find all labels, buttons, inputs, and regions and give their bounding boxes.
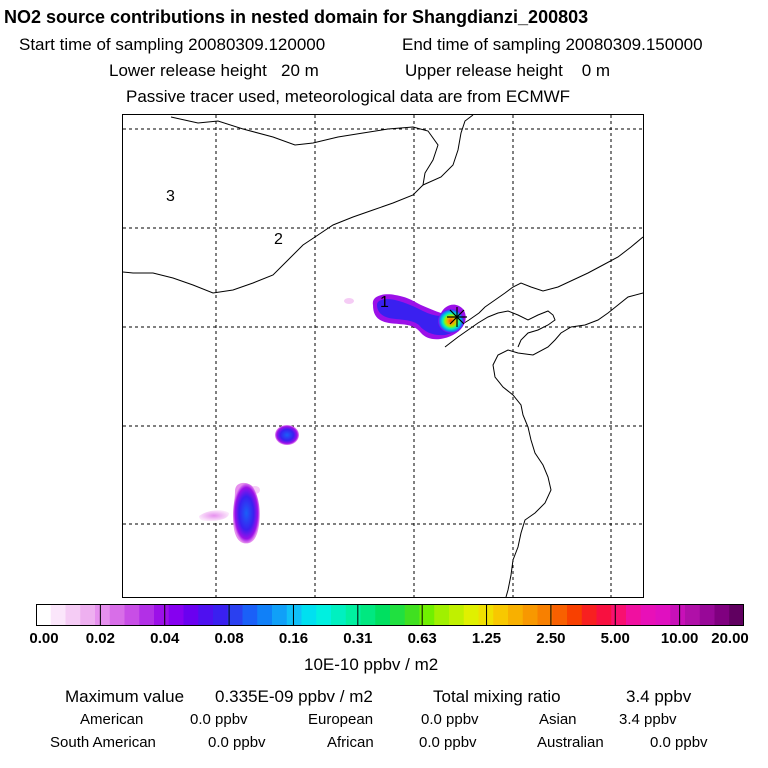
colorbar-swatch [198,604,214,626]
colorbar-tick-label: 0.31 [343,630,373,647]
colorbar-tick-label: 0.63 [407,630,437,647]
colorbar-swatch [714,604,730,626]
colorbar-tick-label: 0.02 [85,630,115,647]
page-title: NO2 source contributions in nested domai… [4,7,589,27]
colorbar-ticks: 0.00 0.02 0.04 0.08 0.16 0.31 0.63 1.25 2.50 5.00… [0,630,768,650]
region-label-3: 3 [166,188,175,205]
receptor-marker-icon [447,307,467,327]
colorbar-tick-label: 0.16 [278,630,309,647]
colorbar-swatch [154,604,170,626]
colorbar-tick-label: 2.50 [536,630,566,647]
colorbar-tick-label: 0.00 [29,630,59,647]
colorbar-swatch [670,604,686,626]
colorbar-swatch [124,604,140,626]
map-panel: 1 2 3 [122,114,644,598]
african-value: 0.0 ppbv [419,734,477,751]
colorbar-swatch [434,604,450,626]
colorbar-swatch [316,604,332,626]
colorbar-swatch [168,604,184,626]
colorbar-swatch [729,604,745,626]
colorbar-swatch [478,604,494,626]
colorbar-swatch [596,604,612,626]
colorbar-swatch [390,604,406,626]
colorbar-swatch [213,604,229,626]
colorbar-swatch [360,604,376,626]
concentration-field [199,294,466,544]
grid-lines [123,115,643,597]
colorbar-swatch [685,604,701,626]
colorbar-tick-label: 10.00 [660,630,699,647]
european-value: 0.0 ppbv [421,711,479,728]
colorbar-tick-label: 0.04 [150,630,180,647]
upper-release-height: Upper release height 0 m [405,61,611,80]
colorbar-swatch [139,604,155,626]
colorbar-swatch [50,604,66,626]
colorbar-swatch [80,604,96,626]
colorbar-swatch [655,604,671,626]
colorbar-swatch [301,604,317,626]
african-label: African [327,734,374,751]
colorbar-swatch [272,604,288,626]
colorbar-swatch [611,604,627,626]
colorbar-swatch [183,604,199,626]
colorbar-swatch [567,604,583,626]
max-label: Maximum value [65,687,185,706]
max-value: 0.335E-09 ppbv / m2 [215,687,373,706]
colorbar-tick-label: 5.00 [600,630,630,647]
colorbar-swatch [36,604,52,626]
lower-release-height: Lower release height 20 m [109,61,319,80]
european-label: European [308,711,374,728]
map-canvas: 1 2 3 [123,115,643,597]
tracer-note: Passive tracer used, meteorological data… [126,87,571,106]
colorbar-swatch [95,604,111,626]
colorbar-swatch [257,604,273,626]
american-label: American [80,711,144,728]
colorbar-swatch [331,604,347,626]
colorbar-swatch [508,604,524,626]
colorbar-swatch [65,604,81,626]
south-american-value: 0.0 ppbv [208,734,266,751]
colorbar [35,604,745,626]
colorbar-swatch [419,604,435,626]
colorbar-swatches [35,604,745,626]
colorbar-swatch [375,604,391,626]
total-label: Total mixing ratio [433,687,561,706]
colorbar-swatch [227,604,243,626]
total-value: 3.4 ppbv [626,687,692,706]
colorbar-swatch [242,604,258,626]
colorbar-unit: 10E-10 ppbv / m2 [304,655,439,674]
colorbar-swatch [522,604,538,626]
colorbar-swatch [552,604,568,626]
asian-value: 3.4 ppbv [619,711,677,728]
colorbar-swatch [404,604,420,626]
colorbar-swatch [626,604,642,626]
asian-label: Asian [539,711,577,728]
colorbar-swatch [493,604,509,626]
colorbar-swatch [699,604,715,626]
american-value: 0.0 ppbv [190,711,248,728]
colorbar-swatch [463,604,479,626]
end-time: End time of sampling 20080309.150000 [402,35,703,54]
colorbar-tick-label: 0.08 [214,630,244,647]
colorbar-tick-label: 1.25 [471,630,502,647]
colorbar-swatch [449,604,465,626]
colorbar-swatch [640,604,656,626]
australian-value: 0.0 ppbv [650,734,708,751]
colorbar-swatch [286,604,302,626]
south-american-label: South American [50,734,156,751]
colorbar-swatch [109,604,125,626]
colorbar-tick-label: 20.00 [711,630,749,647]
colorbar-swatch [537,604,553,626]
region-label-1: 1 [380,294,389,311]
start-time: Start time of sampling 20080309.120000 [19,35,326,54]
colorbar-swatch [581,604,597,626]
region-label-2: 2 [274,231,283,248]
coastlines [123,115,643,597]
colorbar-border [36,604,744,626]
colorbar-swatch [345,604,361,626]
australian-label: Australian [537,734,604,751]
